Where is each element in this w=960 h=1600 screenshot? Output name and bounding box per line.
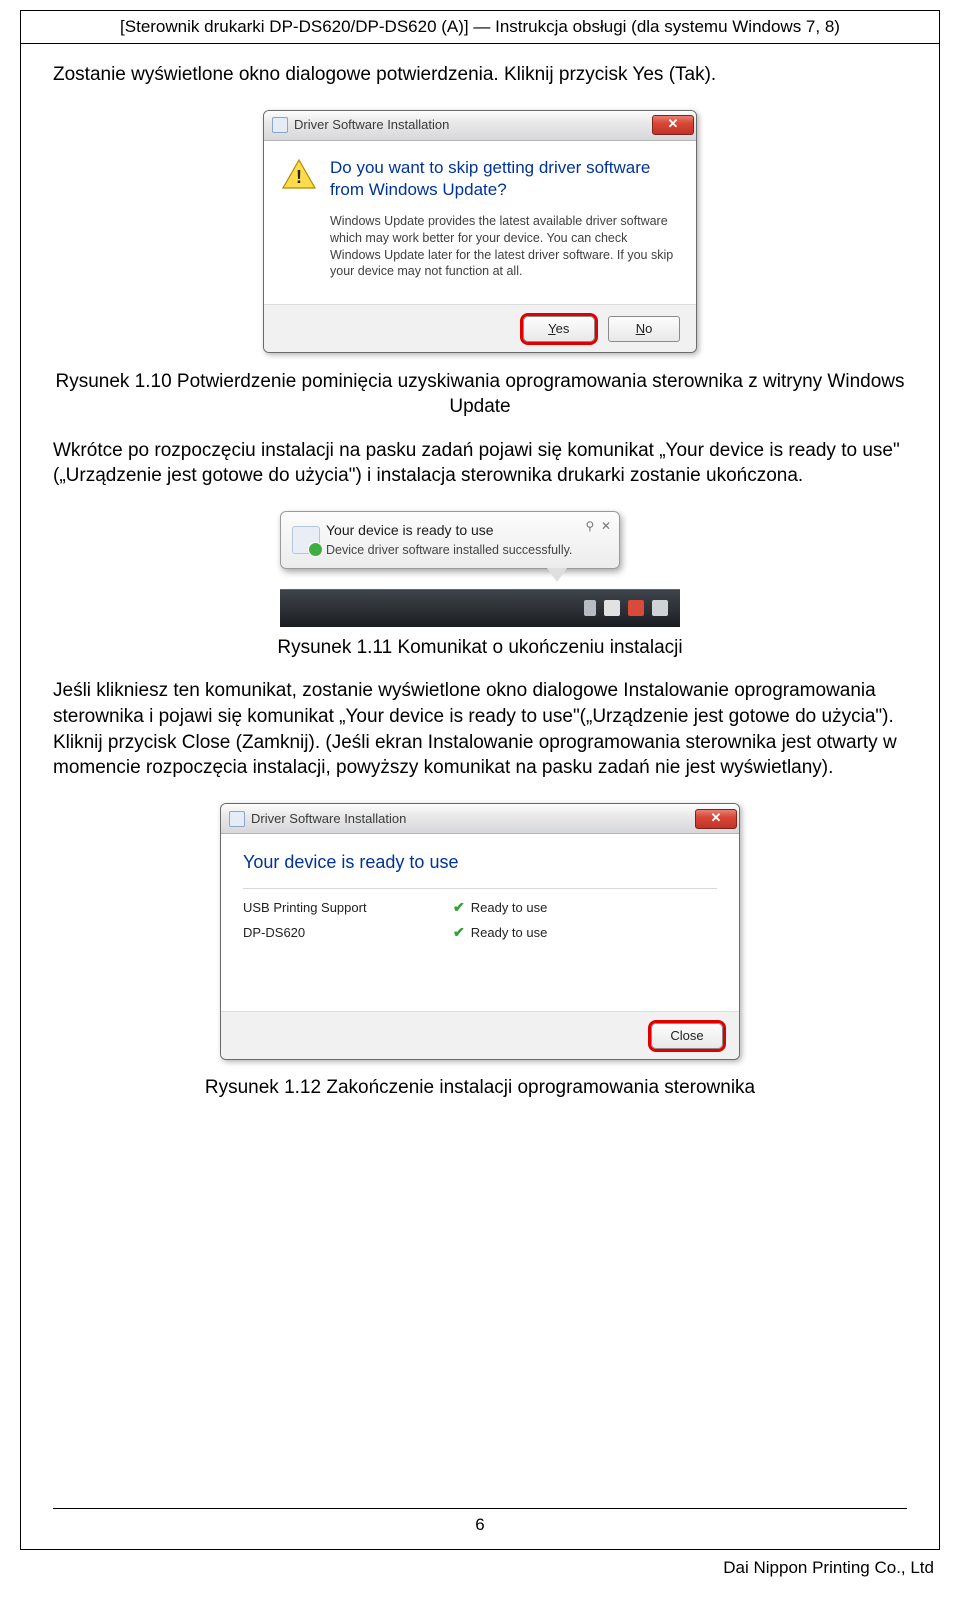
device-name: DP-DS620 bbox=[243, 924, 453, 942]
taskbar bbox=[280, 589, 680, 627]
dialog-titlebar: Driver Software Installation ✕ bbox=[264, 111, 696, 141]
page-frame: [Sterownik drukarki DP-DS620/DP-DS620 (A… bbox=[20, 10, 940, 1550]
device-row: DP-DS620 ✔ Ready to use bbox=[243, 920, 717, 945]
paragraph-2: Wkrótce po rozpoczęciu instalacji na pas… bbox=[53, 438, 907, 489]
page-header: [Sterownik drukarki DP-DS620/DP-DS620 (A… bbox=[21, 11, 939, 44]
page-footer: 6 bbox=[53, 1508, 907, 1535]
device-row: USB Printing Support ✔ Ready to use bbox=[243, 895, 717, 920]
check-icon: ✔ bbox=[453, 898, 465, 917]
balloon-tail bbox=[547, 568, 567, 582]
dialog2-button-bar: Close bbox=[221, 1011, 739, 1059]
dialog-heading: Do you want to skip getting driver softw… bbox=[330, 157, 678, 201]
figure-1-11: ⚲ ✕ Your device is ready to use Device d… bbox=[53, 511, 907, 627]
balloon-subtitle: Device driver software installed success… bbox=[326, 542, 572, 559]
tray-expand-icon[interactable] bbox=[584, 600, 596, 616]
skip-driver-dialog: Driver Software Installation ✕ ! Do you … bbox=[263, 110, 697, 353]
intro-paragraph: Zostanie wyświetlone okno dialogowe potw… bbox=[53, 62, 907, 88]
check-icon: ✔ bbox=[453, 923, 465, 942]
page-content: Zostanie wyświetlone okno dialogowe potw… bbox=[21, 44, 939, 1101]
separator bbox=[243, 888, 717, 889]
dialog-body-area: ! Do you want to skip getting driver sof… bbox=[264, 141, 696, 305]
close-button[interactable]: ✕ bbox=[652, 115, 694, 135]
figure-1-12: Driver Software Installation ✕ Your devi… bbox=[53, 803, 907, 1067]
notification-area: ⚲ ✕ Your device is ready to use Device d… bbox=[280, 511, 680, 627]
figure-1-10: Driver Software Installation ✕ ! Do you … bbox=[53, 110, 907, 361]
paragraph-3: Jeśli klikniesz ten komunikat, zostanie … bbox=[53, 678, 907, 781]
no-button[interactable]: No bbox=[608, 316, 680, 342]
tray-alert-icon[interactable] bbox=[628, 600, 644, 616]
page-number: 6 bbox=[475, 1515, 484, 1535]
balloon-notification[interactable]: ⚲ ✕ Your device is ready to use Device d… bbox=[280, 511, 620, 569]
install-complete-dialog: Driver Software Installation ✕ Your devi… bbox=[220, 803, 740, 1060]
dialog-title: Driver Software Installation bbox=[294, 116, 449, 134]
balloon-controls: ⚲ ✕ bbox=[585, 518, 611, 534]
warning-icon: ! bbox=[282, 159, 316, 189]
dialog-body-text: Windows Update provides the latest avail… bbox=[330, 213, 678, 281]
window-icon bbox=[272, 117, 288, 133]
balloon-title: Your device is ready to use bbox=[326, 521, 572, 540]
action-center-icon[interactable] bbox=[604, 600, 620, 616]
dialog2-heading: Your device is ready to use bbox=[243, 850, 717, 874]
close-x-button[interactable]: ✕ bbox=[695, 809, 737, 829]
svg-text:!: ! bbox=[296, 167, 302, 187]
device-ready-icon bbox=[292, 526, 320, 554]
company-footer: Dai Nippon Printing Co., Ltd bbox=[0, 1558, 934, 1578]
dialog2-titlebar: Driver Software Installation ✕ bbox=[221, 804, 739, 834]
caption-1-11: Rysunek 1.11 Komunikat o ukończeniu inst… bbox=[53, 635, 907, 661]
caption-1-12: Rysunek 1.12 Zakończenie instalacji opro… bbox=[53, 1075, 907, 1101]
window-icon bbox=[229, 811, 245, 827]
device-status: Ready to use bbox=[471, 924, 548, 942]
yes-button[interactable]: Yes bbox=[523, 316, 595, 342]
caption-1-10: Rysunek 1.10 Potwierdzenie pominięcia uz… bbox=[53, 369, 907, 420]
dialog-button-bar: Yes No bbox=[264, 304, 696, 352]
spacer bbox=[243, 945, 717, 1001]
tray-generic-icon[interactable] bbox=[652, 600, 668, 616]
device-status: Ready to use bbox=[471, 899, 548, 917]
close-button[interactable]: Close bbox=[651, 1023, 723, 1049]
device-name: USB Printing Support bbox=[243, 899, 453, 917]
dialog2-title: Driver Software Installation bbox=[251, 810, 406, 828]
dialog2-body: Your device is ready to use USB Printing… bbox=[221, 834, 739, 1011]
